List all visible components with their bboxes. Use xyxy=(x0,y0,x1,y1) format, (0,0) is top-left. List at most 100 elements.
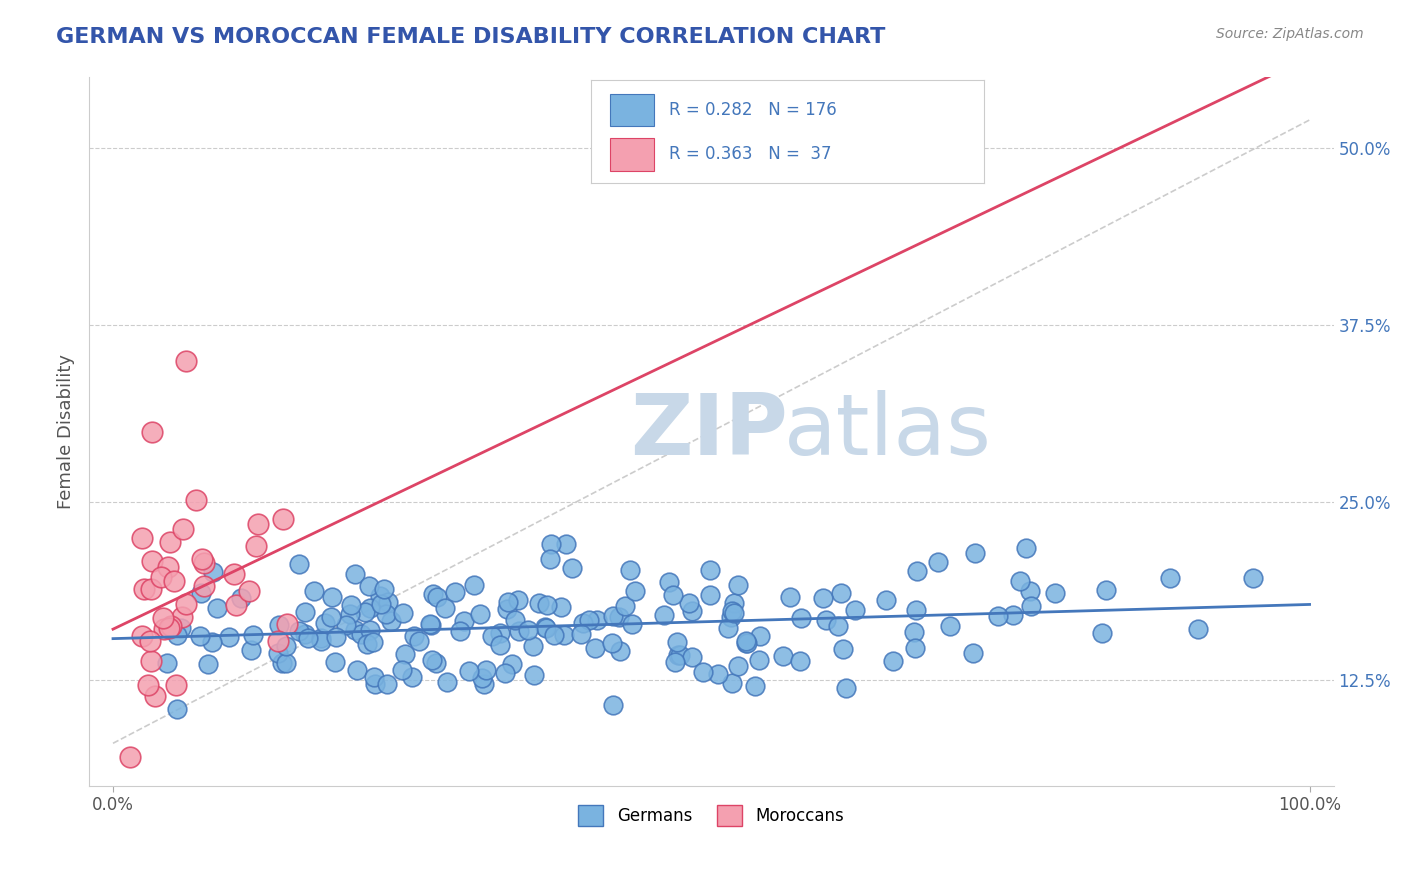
Point xyxy=(391,663,413,677)
Point xyxy=(364,677,387,691)
Point xyxy=(309,634,332,648)
Point xyxy=(218,630,240,644)
Point xyxy=(538,552,561,566)
Point xyxy=(749,629,772,643)
Point xyxy=(150,570,173,584)
Point xyxy=(354,606,377,620)
Point xyxy=(555,537,578,551)
Point xyxy=(844,603,866,617)
Point xyxy=(170,621,193,635)
Point xyxy=(160,619,183,633)
Point xyxy=(246,517,269,532)
Point xyxy=(141,554,163,568)
Point xyxy=(163,574,186,588)
Point xyxy=(927,555,949,569)
Point xyxy=(699,588,721,602)
Point xyxy=(1019,584,1042,599)
Point xyxy=(707,666,730,681)
Point xyxy=(619,563,641,577)
Point xyxy=(436,675,458,690)
Point xyxy=(735,636,758,650)
Point xyxy=(1241,571,1264,585)
Point xyxy=(735,635,758,649)
Point xyxy=(434,601,457,615)
Point xyxy=(377,595,399,609)
Point xyxy=(1019,599,1042,613)
Point xyxy=(159,534,181,549)
Point xyxy=(463,578,485,592)
Point xyxy=(339,607,361,621)
Point xyxy=(193,556,215,570)
Point xyxy=(607,610,630,624)
Point xyxy=(609,644,631,658)
Point xyxy=(468,607,491,622)
Point xyxy=(664,655,686,669)
Point xyxy=(744,679,766,693)
Point xyxy=(242,628,264,642)
Point xyxy=(132,582,155,596)
Point xyxy=(1187,622,1209,636)
Point xyxy=(402,629,425,643)
Point xyxy=(392,606,415,620)
Point xyxy=(357,579,380,593)
Point xyxy=(157,560,180,574)
Point xyxy=(572,616,595,631)
Point xyxy=(188,629,211,643)
Point xyxy=(536,599,558,613)
Point xyxy=(569,627,592,641)
Point xyxy=(811,591,834,606)
Point xyxy=(225,598,247,612)
Point xyxy=(174,353,197,368)
Point xyxy=(361,635,384,649)
Point xyxy=(166,702,188,716)
Point xyxy=(422,587,444,601)
Point xyxy=(666,635,689,649)
Point xyxy=(600,636,623,650)
Point xyxy=(139,655,162,669)
Point xyxy=(723,606,745,620)
Point xyxy=(271,657,294,671)
Point xyxy=(830,586,852,600)
Point xyxy=(344,567,367,582)
Point xyxy=(266,646,288,660)
Y-axis label: Female Disability: Female Disability xyxy=(58,354,75,509)
Point xyxy=(1001,608,1024,623)
Point xyxy=(534,621,557,635)
Point xyxy=(678,596,700,610)
Point xyxy=(458,664,481,678)
Point xyxy=(363,670,385,684)
Point xyxy=(827,619,849,633)
Point xyxy=(166,628,188,642)
Point xyxy=(472,676,495,690)
Point xyxy=(408,634,430,648)
Point xyxy=(669,648,692,662)
Point xyxy=(903,641,925,656)
Point xyxy=(481,629,503,643)
Point xyxy=(359,624,381,638)
Point xyxy=(267,634,290,648)
Point xyxy=(350,627,373,641)
Point xyxy=(394,647,416,661)
Point xyxy=(343,623,366,637)
Point xyxy=(772,648,794,663)
Point xyxy=(335,617,357,632)
Point xyxy=(583,641,606,656)
Point xyxy=(623,583,645,598)
Point xyxy=(136,678,159,692)
Point xyxy=(172,523,194,537)
Point xyxy=(229,591,252,605)
Point xyxy=(1159,571,1181,585)
Point xyxy=(132,793,155,807)
Legend: Germans, Moroccans: Germans, Moroccans xyxy=(569,797,852,834)
Point xyxy=(1015,541,1038,556)
Point xyxy=(681,649,703,664)
Point xyxy=(302,584,325,599)
Point xyxy=(815,613,838,627)
Point xyxy=(699,563,721,577)
Point xyxy=(314,615,336,630)
Point xyxy=(294,605,316,619)
Point xyxy=(727,578,749,592)
Point xyxy=(658,574,681,589)
Point xyxy=(834,681,856,695)
Point xyxy=(321,609,343,624)
